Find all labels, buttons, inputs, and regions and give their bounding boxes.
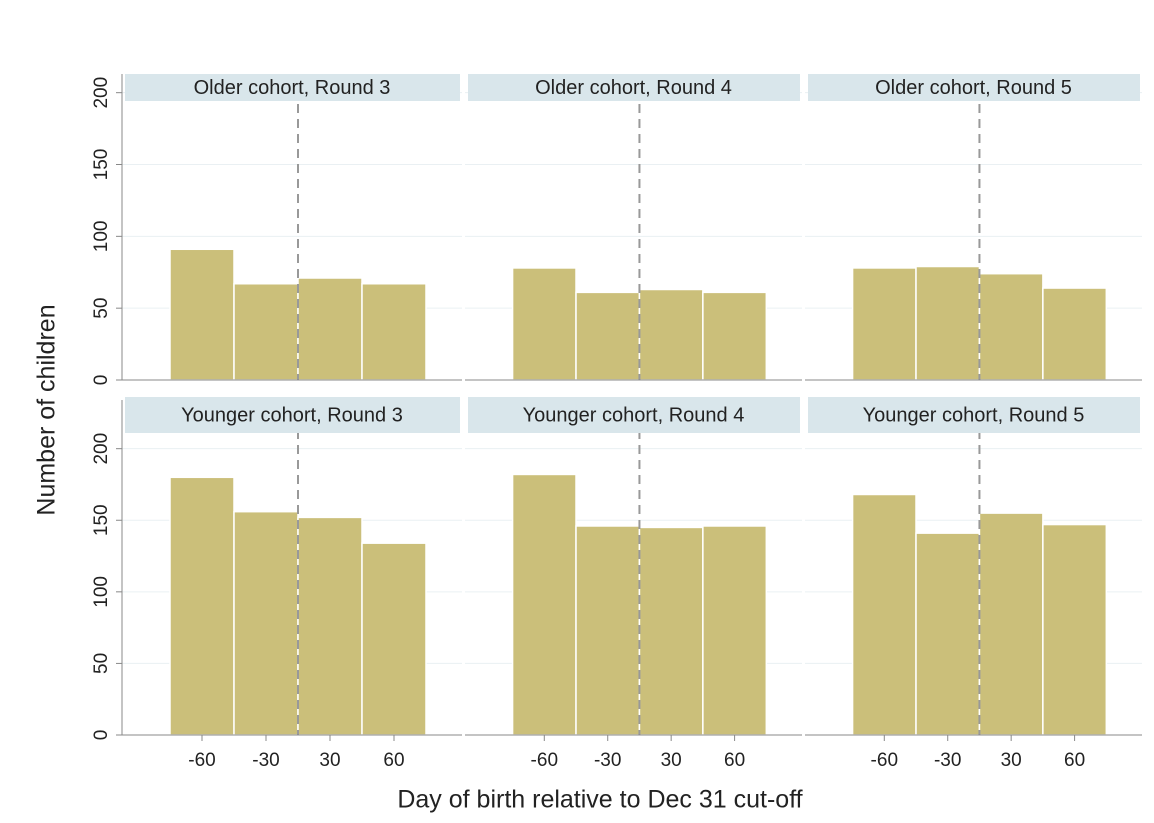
- y-tick-label: 100: [91, 576, 112, 608]
- panel-header: [468, 397, 800, 433]
- x-tick-label: 60: [724, 750, 745, 771]
- bar: [361, 282, 427, 381]
- bar: [361, 542, 427, 736]
- x-tick-label: -60: [871, 750, 898, 771]
- x-tick-label: -30: [252, 750, 279, 771]
- x-tick-label: 30: [1001, 750, 1022, 771]
- bar: [702, 525, 768, 736]
- bar: [233, 510, 299, 736]
- bar: [511, 267, 577, 381]
- bar: [169, 248, 235, 381]
- y-axis-label: Number of children: [33, 304, 61, 515]
- panel-title: Younger cohort, Round 4: [523, 404, 745, 426]
- bar: [233, 282, 299, 381]
- y-tick-label: 200: [91, 433, 112, 465]
- y-tick-label: 0: [91, 375, 112, 386]
- bar: [575, 525, 641, 736]
- y-tick-label: 0: [91, 730, 112, 741]
- bar: [978, 512, 1044, 736]
- x-tick-label: 60: [1064, 750, 1085, 771]
- panel-header: [125, 397, 460, 433]
- bar: [638, 526, 704, 736]
- bar: [638, 288, 704, 381]
- panel-header: [125, 74, 460, 101]
- bar: [1042, 523, 1108, 736]
- bar: [511, 473, 577, 736]
- bar: [169, 476, 235, 736]
- bar: [575, 291, 641, 381]
- panel-header: [808, 397, 1140, 433]
- x-tick-label: -60: [188, 750, 215, 771]
- bar: [915, 265, 981, 381]
- y-tick-label: 200: [91, 77, 112, 109]
- panel-title: Older cohort, Round 5: [875, 77, 1072, 99]
- x-tick-label: 30: [319, 750, 340, 771]
- bar: [702, 291, 768, 381]
- panel-title: Younger cohort, Round 5: [863, 404, 1085, 426]
- bar: [297, 277, 363, 381]
- y-tick-label: 50: [91, 653, 112, 674]
- x-tick-label: -30: [594, 750, 621, 771]
- y-tick-label: 150: [91, 504, 112, 536]
- y-tick-label: 50: [91, 298, 112, 319]
- x-axis-label: Day of birth relative to Dec 31 cut-off: [397, 786, 802, 814]
- panel-title: Older cohort, Round 3: [194, 77, 391, 99]
- bar: [297, 516, 363, 736]
- x-tick-label: -30: [934, 750, 961, 771]
- bar: [1042, 287, 1108, 381]
- panel-title: Younger cohort, Round 3: [181, 404, 403, 426]
- panel-title: Older cohort, Round 4: [535, 77, 732, 99]
- x-tick-label: -60: [531, 750, 558, 771]
- x-tick-label: 60: [383, 750, 404, 771]
- bar: [915, 532, 981, 736]
- bar: [851, 493, 917, 736]
- y-tick-label: 150: [91, 149, 112, 181]
- bar: [851, 267, 917, 381]
- y-tick-label: 100: [91, 220, 112, 252]
- x-tick-label: 30: [661, 750, 682, 771]
- panel-header: [808, 74, 1140, 101]
- panel-header: [468, 74, 800, 101]
- bar: [978, 272, 1044, 381]
